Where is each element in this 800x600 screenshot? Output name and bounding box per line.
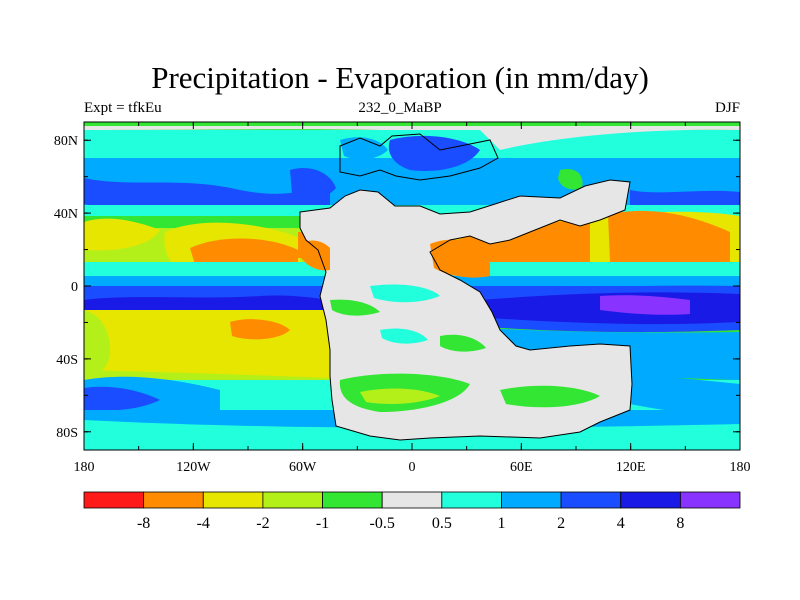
x-tick-label: 120E	[616, 460, 646, 475]
y-tick-label: 80S	[56, 426, 78, 441]
colorbar-label: 2	[557, 515, 565, 532]
colorbar-box	[560, 491, 622, 509]
colorbar-box	[202, 491, 264, 509]
x-tick-label: 180	[74, 460, 95, 475]
colorbar-box	[143, 491, 204, 509]
colorbar-box	[381, 491, 443, 509]
x-tick-label: 180	[730, 460, 751, 475]
x-tick-label: 120W	[176, 460, 211, 475]
x-tick-label: 0	[409, 460, 416, 475]
y-axis: 80N 40N 0 40S 80S	[54, 134, 740, 441]
y-tick-label: 40S	[56, 353, 78, 368]
coastline	[299, 179, 633, 441]
colorbar-box	[501, 491, 562, 509]
y-tick-label: 80N	[54, 134, 78, 149]
colorbar-box	[620, 491, 681, 509]
y-tick-label: 40N	[54, 207, 78, 222]
time-label: 232_0_MaBP	[358, 100, 442, 116]
colorbar: -8 -4 -2 -1 -0.5 0.5 1 2 4 8	[83, 491, 741, 532]
colorbar-box	[262, 491, 323, 509]
experiment-label: Expt = tfkEu	[84, 100, 162, 116]
colorbar-label: 4	[617, 515, 625, 532]
colorbar-box	[322, 491, 383, 509]
x-tick-label: 60E	[510, 460, 533, 475]
x-tick-label: 60W	[289, 460, 317, 475]
colorbar-label: -1	[316, 515, 329, 532]
colorbar-label: 1	[497, 515, 505, 532]
x-axis: 180 120W 60W 0 60E 120E 180	[74, 122, 751, 475]
colorbar-label: -4	[197, 515, 210, 532]
colorbar-box	[83, 491, 145, 509]
colorbar-box	[441, 491, 502, 509]
colorbar-label: -2	[256, 515, 269, 532]
y-tick-label: 0	[71, 280, 78, 295]
plot-title: Precipitation - Evaporation (in mm/day)	[151, 60, 649, 95]
colorbar-label: -8	[137, 515, 150, 532]
colorbar-label: -0.5	[370, 515, 395, 532]
colorbar-label: 8	[676, 515, 684, 532]
season-label: DJF	[714, 100, 740, 116]
colorbar-box	[679, 491, 741, 509]
colorbar-label: 0.5	[432, 515, 452, 532]
map-field	[84, 122, 740, 450]
northern-landmass-outline	[339, 133, 499, 181]
